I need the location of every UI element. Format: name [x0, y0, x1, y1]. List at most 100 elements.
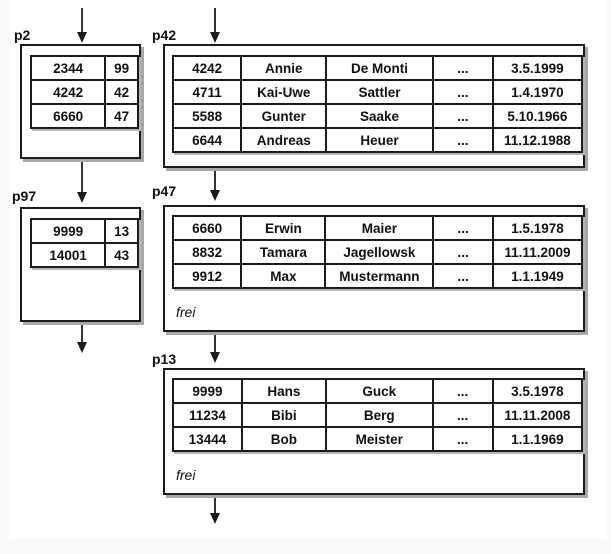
firstname-cell: Tamara — [240, 239, 327, 265]
down-arrow-p47-to-p13 — [209, 332, 221, 363]
id-cell: 4711 — [171, 79, 243, 105]
index-table-p2: 2344 99 4242 42 6660 47 — [29, 55, 139, 129]
down-arrow-from-p13 — [209, 495, 221, 524]
firstname-cell: Andreas — [240, 127, 328, 153]
lastname-cell: Jagellowsk — [324, 239, 435, 265]
table-row: 4711 Kai-Uwe Sattler ... 1.4.1970 — [171, 79, 584, 105]
pointer-cell: 43 — [104, 242, 139, 268]
lastname-cell: De Monti — [325, 55, 434, 81]
key-cell: 14001 — [29, 242, 107, 268]
arrow-shaft — [214, 332, 216, 352]
id-cell: 5588 — [171, 103, 243, 129]
date-cell: 1.4.1970 — [491, 79, 584, 105]
page-label-p42: p42 — [152, 27, 177, 43]
id-cell: 9999 — [172, 378, 243, 404]
firstname-cell: Max — [240, 263, 327, 289]
page-box-p42: 4242 Annie De Monti ... 3.5.1999 4711 Ka… — [163, 44, 585, 168]
arrow-shaft — [214, 168, 216, 190]
key-cell: 6660 — [29, 103, 107, 129]
id-cell: 6660 — [171, 215, 243, 241]
table-row: 5588 Gunter Saake ... 5.10.1966 — [171, 103, 584, 129]
arrow-shaft — [214, 495, 216, 513]
arrow-shaft — [214, 8, 216, 32]
id-cell: 4242 — [171, 55, 243, 81]
table-row: 14001 43 — [29, 242, 139, 268]
firstname-cell: Bob — [240, 426, 327, 452]
table-row: 6644 Andreas Heuer ... 11.12.1988 — [171, 127, 584, 153]
lastname-cell: Saake — [325, 103, 434, 129]
record-table-p47: 6660 Erwin Maier ... 1.5.1978 8832 Tamar… — [171, 215, 584, 289]
arrowhead-icon — [210, 352, 220, 363]
id-cell: 6644 — [171, 127, 243, 153]
page-box-p97: 9999 13 14001 43 — [20, 207, 141, 322]
down-arrow-into-p2 — [76, 8, 88, 43]
date-cell: 3.5.1978 — [491, 378, 584, 404]
lastname-cell: Heuer — [325, 127, 434, 153]
table-row: 9999 13 — [29, 218, 139, 244]
ellipsis-cell: ... — [431, 426, 494, 452]
arrow-shaft — [81, 322, 83, 342]
firstname-cell: Hans — [240, 378, 327, 404]
page-label-p47: p47 — [152, 183, 177, 199]
id-cell: 8832 — [171, 239, 243, 265]
record-table-p42: 4242 Annie De Monti ... 3.5.1999 4711 Ka… — [171, 55, 584, 153]
page-label-p13: p13 — [152, 351, 177, 367]
page-label-p97: p97 — [12, 188, 37, 204]
ellipsis-cell: ... — [432, 215, 494, 241]
table-row: 9999 Hans Guck ... 3.5.1978 — [172, 378, 584, 404]
arrowhead-icon — [210, 32, 220, 43]
table-row: 13444 Bob Meister ... 1.1.1969 — [172, 426, 584, 452]
firstname-cell: Bibi — [240, 402, 327, 428]
lastname-cell: Mustermann — [324, 263, 435, 289]
id-cell: 11234 — [172, 402, 243, 428]
date-cell: 3.5.1999 — [491, 55, 584, 81]
ellipsis-cell: ... — [431, 55, 494, 81]
ellipsis-cell: ... — [431, 103, 494, 129]
down-arrow-p42-to-p47 — [209, 168, 221, 201]
table-row: 8832 Tamara Jagellowsk ... 11.11.2009 — [171, 239, 584, 265]
table-row: 11234 Bibi Berg ... 11.11.2008 — [172, 402, 584, 428]
arrowhead-icon — [210, 190, 220, 201]
record-table-p13: 9999 Hans Guck ... 3.5.1978 11234 Bibi B… — [172, 378, 584, 452]
ellipsis-cell: ... — [431, 402, 494, 428]
key-cell: 9999 — [29, 218, 107, 244]
pointer-cell: 42 — [104, 79, 139, 105]
ellipsis-cell: ... — [431, 127, 494, 153]
pointer-cell: 13 — [104, 218, 139, 244]
index-table-p97: 9999 13 14001 43 — [29, 218, 139, 268]
down-arrow-from-p97 — [76, 322, 88, 353]
table-row: 6660 Erwin Maier ... 1.5.1978 — [171, 215, 584, 241]
arrowhead-icon — [77, 32, 87, 43]
arrowhead-icon — [77, 192, 87, 203]
table-row: 9912 Max Mustermann ... 1.1.1949 — [171, 263, 584, 289]
date-cell: 11.11.2008 — [491, 402, 584, 428]
date-cell: 5.10.1966 — [491, 103, 584, 129]
key-cell: 2344 — [29, 55, 107, 81]
table-row: 4242 Annie De Monti ... 3.5.1999 — [171, 55, 584, 81]
ellipsis-cell: ... — [431, 378, 494, 404]
firstname-cell: Gunter — [240, 103, 328, 129]
arrow-shaft — [81, 8, 83, 32]
pointer-cell: 47 — [104, 103, 139, 129]
firstname-cell: Erwin — [240, 215, 327, 241]
page-box-p47: 6660 Erwin Maier ... 1.5.1978 8832 Tamar… — [163, 205, 585, 332]
free-space-label: frei — [176, 304, 196, 320]
pointer-cell: 99 — [104, 55, 139, 81]
arrowhead-icon — [210, 513, 220, 524]
firstname-cell: Annie — [240, 55, 328, 81]
ellipsis-cell: ... — [432, 239, 494, 265]
lastname-cell: Maier — [324, 215, 435, 241]
date-cell: 1.1.1949 — [491, 263, 584, 289]
arrowhead-icon — [77, 342, 87, 353]
ellipsis-cell: ... — [431, 79, 494, 105]
key-cell: 4242 — [29, 79, 107, 105]
table-row: 4242 42 — [29, 79, 139, 105]
date-cell: 1.5.1978 — [491, 215, 584, 241]
id-cell: 9912 — [171, 263, 243, 289]
page-box-p2: 2344 99 4242 42 6660 47 — [20, 44, 141, 159]
date-cell: 1.1.1969 — [491, 426, 584, 452]
id-cell: 13444 — [172, 426, 243, 452]
lastname-cell: Meister — [324, 426, 434, 452]
lastname-cell: Berg — [324, 402, 434, 428]
